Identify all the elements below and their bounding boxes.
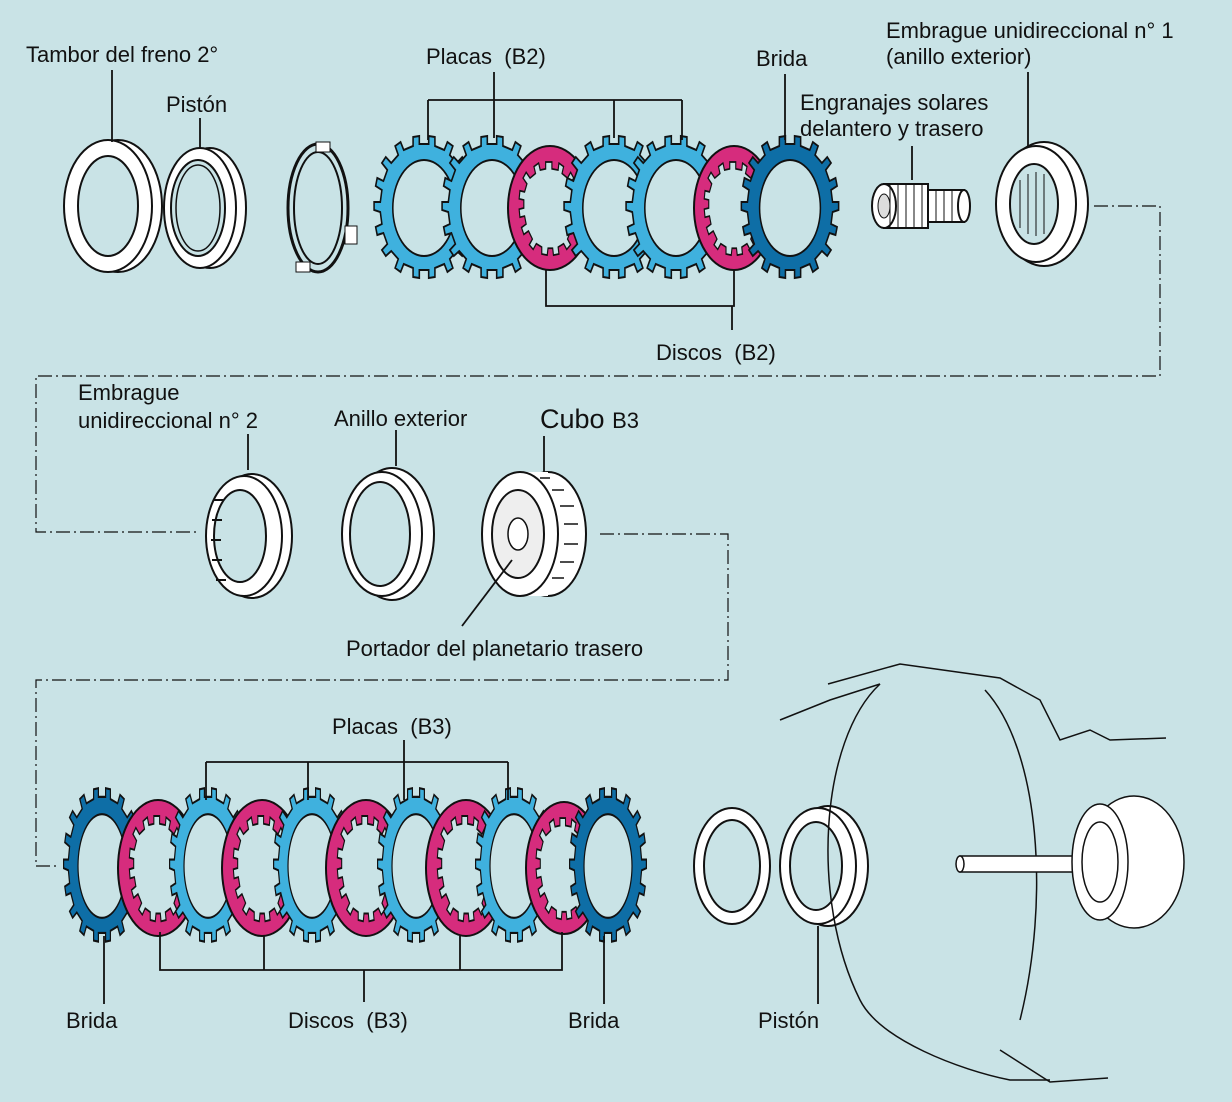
piston-top bbox=[163, 147, 247, 269]
leader-lines bbox=[103, 70, 1029, 1004]
label-discs-b3: Discos (B3) bbox=[288, 1008, 408, 1034]
discs-b3-sub: (B3) bbox=[366, 1008, 408, 1033]
label-plates-b3: Placas (B3) bbox=[332, 714, 452, 740]
piston-bottom bbox=[779, 805, 869, 927]
hub-b3-text: Cubo bbox=[540, 404, 605, 434]
discs-b2-text: Discos bbox=[656, 340, 723, 365]
plates-b2-sub: (B2) bbox=[504, 44, 546, 69]
label-plates-b2: Placas (B2) bbox=[426, 44, 546, 70]
outer-ring bbox=[341, 467, 435, 601]
discs-b3-text: Discos bbox=[288, 1008, 355, 1033]
label-piston-bottom: Pistón bbox=[758, 1008, 820, 1033]
transmission-case bbox=[779, 663, 1185, 1083]
return-spring bbox=[693, 807, 771, 925]
sun-gears bbox=[871, 183, 971, 229]
plates-b2-text: Placas bbox=[426, 44, 493, 69]
label-hub-b3: Cubo B3 bbox=[540, 406, 639, 434]
label-owc1-line2: (anillo exterior) bbox=[886, 44, 1032, 69]
label-rear-carrier: Portador del planetario trasero bbox=[346, 636, 644, 661]
brake-drum-2 bbox=[63, 139, 163, 273]
label-flange-top: Brida bbox=[756, 46, 808, 71]
hub-b3-sub: B3 bbox=[612, 408, 639, 433]
label-piston-top: Pistón bbox=[166, 92, 228, 117]
discs-b2-sub: (B2) bbox=[734, 340, 776, 365]
hub-b3 bbox=[481, 471, 587, 597]
plates-b3-sub: (B3) bbox=[410, 714, 452, 739]
label-flange-left: Brida bbox=[66, 1008, 118, 1033]
one-way-clutch-2 bbox=[205, 473, 293, 599]
one-way-clutch-1 bbox=[995, 141, 1089, 267]
label-sun-gears-line2: delantero y trasero bbox=[800, 116, 984, 141]
label-flange-right: Brida bbox=[568, 1008, 620, 1033]
plates-b3-text: Placas bbox=[332, 714, 399, 739]
label-outer-ring: Anillo exterior bbox=[334, 406, 468, 431]
spring-retainer bbox=[286, 141, 358, 274]
connection-lines bbox=[35, 205, 1161, 867]
label-owc2-line1: Embrague bbox=[78, 380, 180, 405]
label-owc2-line2: unidireccional n° 2 bbox=[78, 408, 259, 433]
label-sun-gears-line1: Engranajes solares bbox=[800, 90, 989, 115]
label-brake-drum: Tambor del freno 2° bbox=[26, 42, 219, 67]
label-discs-b2: Discos (B2) bbox=[656, 340, 776, 366]
label-owc1-line1: Embrague unidireccional n° 1 bbox=[886, 18, 1174, 43]
